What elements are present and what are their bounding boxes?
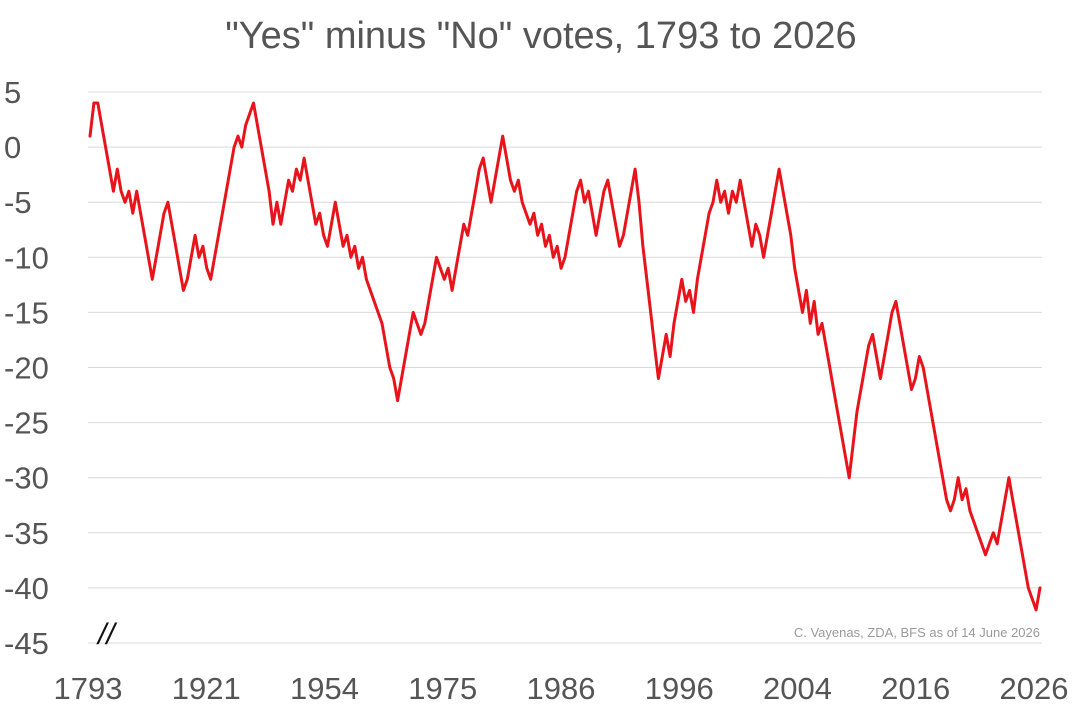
y-tick-label: -25 bbox=[4, 406, 49, 441]
y-tick-label: 0 bbox=[4, 130, 21, 165]
chart-title: "Yes" minus "No" votes, 1793 to 2026 bbox=[225, 15, 856, 57]
x-tick-label: 2026 bbox=[1000, 671, 1069, 706]
y-tick-label: 5 bbox=[4, 75, 21, 110]
x-tick-label: 2004 bbox=[763, 671, 832, 706]
x-tick-label: 1954 bbox=[290, 671, 359, 706]
y-tick-label: -5 bbox=[4, 185, 32, 220]
y-tick-label: -20 bbox=[4, 351, 49, 386]
series-line bbox=[88, 101, 1042, 612]
y-tick-label: -30 bbox=[4, 461, 49, 496]
source-note: C. Vayenas, ZDA, BFS as of 14 June 2026 bbox=[794, 625, 1040, 640]
y-tick-label: -10 bbox=[4, 240, 49, 275]
x-tick-label: 1921 bbox=[172, 671, 241, 706]
x-tick-label: 1986 bbox=[527, 671, 596, 706]
axis-break-mark: // bbox=[96, 618, 117, 651]
y-tick-label: -40 bbox=[4, 571, 49, 606]
x-tick-label: 1793 bbox=[54, 671, 123, 706]
x-tick-label: 1996 bbox=[645, 671, 714, 706]
y-axis-ticks: 5 0 -5 -10 -15 -20 -25 -30 -35 -40 -45 bbox=[4, 75, 49, 661]
y-tick-label: -35 bbox=[4, 516, 49, 551]
x-tick-label: 1975 bbox=[408, 671, 477, 706]
x-tick-label: 2016 bbox=[881, 671, 950, 706]
y-tick-label: -45 bbox=[4, 626, 49, 661]
y-tick-label: -15 bbox=[4, 295, 49, 330]
x-axis-ticks: 1793 1921 1954 1975 1986 1996 2004 2016 2026 bbox=[54, 671, 1069, 706]
gridlines bbox=[88, 91, 1042, 644]
